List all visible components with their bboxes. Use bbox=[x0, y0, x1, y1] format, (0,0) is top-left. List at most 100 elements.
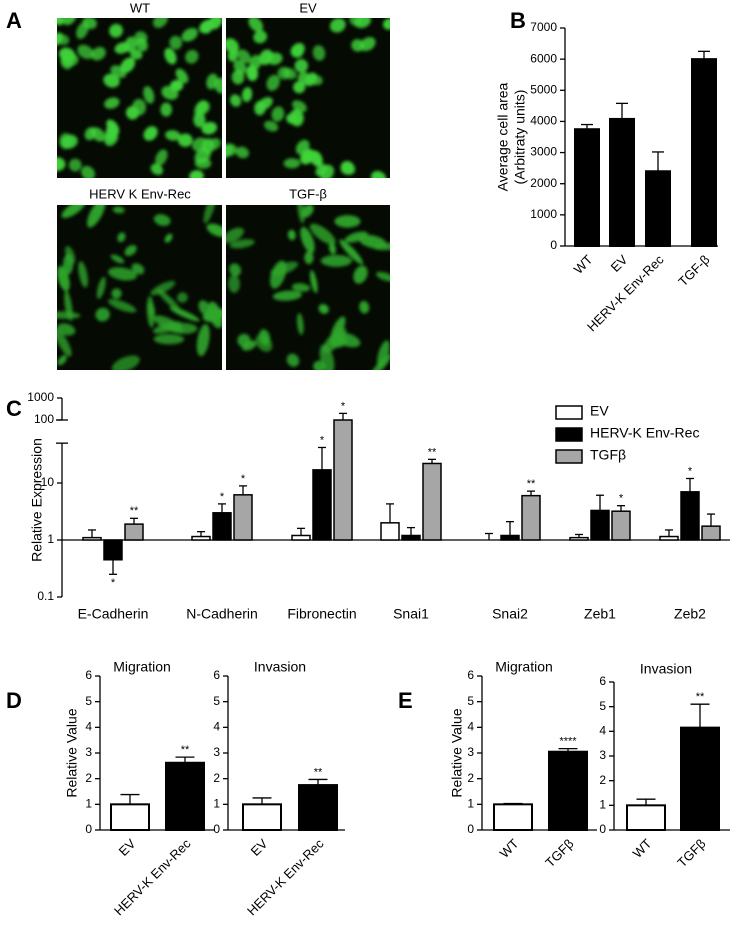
cell bbox=[157, 289, 182, 313]
cell bbox=[143, 126, 158, 141]
bar bbox=[242, 803, 282, 831]
y-tick-label: 3 bbox=[599, 748, 606, 762]
significance: * bbox=[619, 493, 624, 505]
x-tick-label: Fibronectin bbox=[287, 606, 356, 622]
x-tick-label: E-Cadherin bbox=[78, 606, 149, 622]
legend-label: HERV-K Env-Rec bbox=[590, 425, 699, 441]
x-tick-label: WT bbox=[630, 836, 655, 861]
bar bbox=[691, 58, 717, 248]
legend-label: EV bbox=[590, 403, 609, 419]
cell bbox=[312, 45, 326, 61]
cell bbox=[165, 130, 181, 141]
cell bbox=[309, 223, 336, 245]
significance: * bbox=[220, 491, 225, 503]
y-axis-label: Relative Value bbox=[64, 708, 80, 797]
bar bbox=[103, 539, 123, 561]
significance: ** bbox=[181, 744, 190, 756]
panel-label: E bbox=[398, 688, 413, 713]
cell bbox=[175, 68, 189, 84]
bar bbox=[548, 750, 588, 832]
y-tick-label: 7000 bbox=[530, 20, 557, 34]
chart-title: Invasion bbox=[254, 659, 306, 675]
x-tick-label: N-Cadherin bbox=[186, 606, 258, 622]
y-tick-label: 0 bbox=[467, 822, 474, 836]
significance: ** bbox=[696, 691, 705, 703]
bar bbox=[422, 462, 442, 541]
bar bbox=[645, 170, 671, 247]
x-tick-label: WT bbox=[571, 252, 596, 277]
y-tick-label: 4 bbox=[599, 724, 606, 738]
cell bbox=[270, 260, 287, 289]
y-tick-label: 1 bbox=[213, 797, 220, 811]
x-tick-label: TGFβ bbox=[674, 836, 708, 870]
cell bbox=[57, 355, 67, 366]
bar bbox=[521, 494, 541, 541]
y-tick-label: 1 bbox=[47, 532, 54, 546]
x-tick-label: EV bbox=[248, 836, 271, 859]
significance: * bbox=[111, 577, 116, 589]
cell bbox=[153, 333, 185, 345]
cell bbox=[291, 283, 311, 292]
y-tick-label: 0.1 bbox=[37, 589, 54, 603]
cell bbox=[82, 18, 97, 30]
bar bbox=[165, 761, 205, 832]
cell bbox=[371, 170, 387, 178]
cell bbox=[249, 54, 262, 70]
cell bbox=[120, 57, 136, 73]
bar bbox=[611, 510, 631, 541]
cell bbox=[77, 44, 94, 60]
cell bbox=[193, 111, 206, 128]
y-tick-label: 0 bbox=[550, 238, 557, 252]
cell bbox=[309, 270, 318, 294]
y-tick-label: 5 bbox=[467, 694, 474, 708]
cell bbox=[266, 74, 280, 91]
y-tick-label: 1000 bbox=[530, 207, 557, 221]
cell bbox=[130, 49, 143, 60]
micrograph-cells bbox=[57, 18, 222, 178]
cell bbox=[124, 244, 137, 257]
y-tick-label: 4 bbox=[213, 720, 220, 734]
cell bbox=[376, 271, 390, 282]
cell bbox=[95, 307, 110, 322]
cell bbox=[206, 223, 222, 238]
cell bbox=[169, 306, 200, 322]
y-tick-label: 5 bbox=[213, 694, 220, 708]
y-tick-label: 0 bbox=[599, 822, 606, 836]
cell bbox=[201, 121, 218, 135]
cell bbox=[194, 100, 208, 116]
y-tick-label: 3 bbox=[467, 745, 474, 759]
cell bbox=[283, 158, 301, 169]
cell bbox=[309, 150, 323, 167]
cell bbox=[271, 106, 285, 122]
cell bbox=[214, 77, 222, 94]
y-tick-label: 2 bbox=[599, 773, 606, 787]
y-tick-label: 4 bbox=[85, 720, 92, 734]
cell bbox=[297, 71, 311, 85]
y-tick-label: 6 bbox=[213, 668, 220, 682]
bar bbox=[500, 534, 520, 541]
legend-swatch bbox=[555, 449, 583, 464]
cell bbox=[286, 353, 300, 367]
cell bbox=[287, 229, 296, 241]
x-tick-label: Snai1 bbox=[393, 606, 429, 622]
cell bbox=[370, 354, 390, 370]
cell bbox=[377, 340, 390, 368]
cell bbox=[107, 299, 137, 313]
cell bbox=[114, 42, 130, 54]
micrograph-label: WT bbox=[130, 0, 150, 15]
micrograph-cells bbox=[226, 18, 390, 178]
cell bbox=[152, 18, 168, 28]
significance: * bbox=[341, 400, 346, 412]
y-tick-label: 6 bbox=[467, 668, 474, 682]
bar bbox=[659, 535, 679, 541]
cell bbox=[61, 134, 78, 149]
x-tick-label: EV bbox=[608, 252, 631, 275]
y-tick-label: 1 bbox=[85, 797, 92, 811]
y-tick-label: 0 bbox=[85, 822, 92, 836]
micrograph-label: HERV K Env-Rec bbox=[89, 186, 191, 201]
bar bbox=[298, 784, 338, 831]
cell bbox=[300, 205, 314, 218]
bar bbox=[574, 128, 600, 247]
cell bbox=[191, 137, 208, 152]
chart-title: Migration bbox=[495, 659, 553, 675]
